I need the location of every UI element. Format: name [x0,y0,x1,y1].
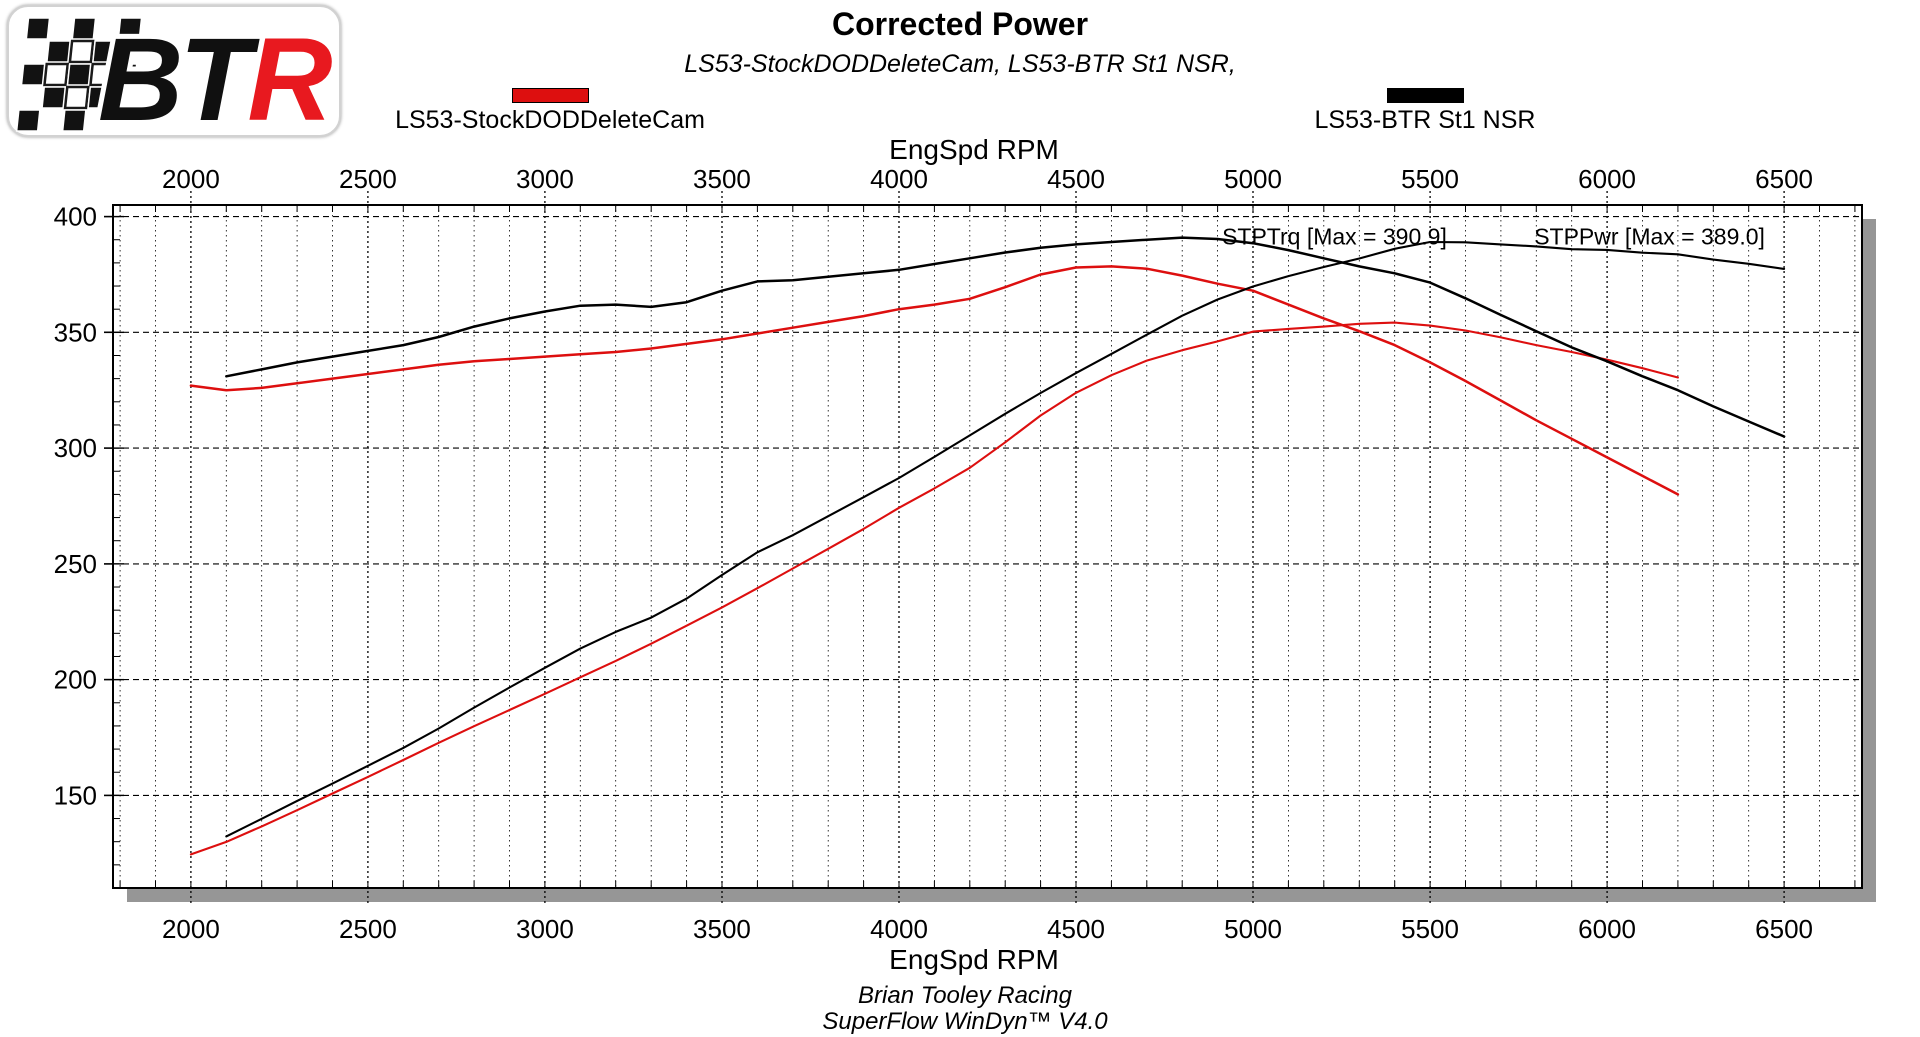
legend-label-btr-cam: LS53-BTR St1 NSR [1314,106,1536,134]
x-tick-label-bottom: 3500 [693,914,751,944]
legend-swatch-black [1387,88,1464,103]
max-annotation: STPTrq [Max = 390.9] [1222,223,1447,249]
legend-swatch-red [512,88,589,103]
legend-entry-btr-cam: LS53-BTR St1 NSR [1250,84,1600,142]
curve-ls53-stockdoddeletecam-stppwr [189,321,1679,856]
x-tick-label-bottom: 5000 [1224,914,1282,944]
y-tick-label: 150 [54,780,97,810]
page-title: Corrected Power [831,6,1089,42]
x-tick-label-top: 4000 [870,164,928,194]
legend-entry-stock-cam: LS53-StockDODDeleteCam [380,84,720,142]
x-tick-label-top: 4500 [1047,164,1105,194]
legend-label-stock-cam: LS53-StockDODDeleteCam [395,106,705,134]
x-tick-label-bottom: 4500 [1047,914,1105,944]
curve-ls53-stockdoddeletecam-stptrq [189,265,1680,496]
max-annotation: STPPwr [Max = 389.0] [1534,223,1765,249]
x-axis-title-top: EngSpd RPM [889,134,1059,165]
y-tick-label: 300 [54,433,97,463]
logo-checker-pattern [15,17,143,132]
y-tick-label: 350 [54,317,97,347]
x-tick-label-bottom: 4000 [870,914,928,944]
page-subtitle: LS53-StockDODDeleteCam, LS53-BTR St1 NSR… [684,50,1236,78]
x-tick-label-bottom: 5500 [1401,914,1459,944]
x-tick-label-top: 2500 [339,164,397,194]
x-tick-label-top: 6500 [1755,164,1813,194]
x-tick-label-bottom: 2000 [162,914,220,944]
y-tick-label: 250 [54,549,97,579]
y-tick-label: 400 [54,202,97,232]
x-tick-label-top: 3500 [693,164,751,194]
y-tick-label: 200 [54,665,97,695]
x-tick-label-top: 5000 [1224,164,1282,194]
x-tick-label-bottom: 3000 [516,914,574,944]
x-tick-label-top: 2000 [162,164,220,194]
curve-ls53-btr-st1-nsr-stppwr [225,240,1786,838]
x-tick-label-bottom: 6500 [1755,914,1813,944]
x-tick-label-top: 6000 [1578,164,1636,194]
plot-border [112,204,1863,889]
footer-company: Brian Tooley Racing [858,982,1072,1009]
curve-ls53-btr-st1-nsr-stptrq [225,236,1786,438]
footer-software: SuperFlow WinDyn™ V4.0 [822,1008,1108,1035]
x-tick-label-bottom: 6000 [1578,914,1636,944]
x-axis-title-bottom: EngSpd RPM [889,944,1059,975]
x-tick-label-bottom: 2500 [339,914,397,944]
logo-letters: BTR [98,14,332,138]
x-tick-label-top: 5500 [1401,164,1459,194]
x-tick-label-top: 3000 [516,164,574,194]
btr-logo: BTR [7,5,341,138]
